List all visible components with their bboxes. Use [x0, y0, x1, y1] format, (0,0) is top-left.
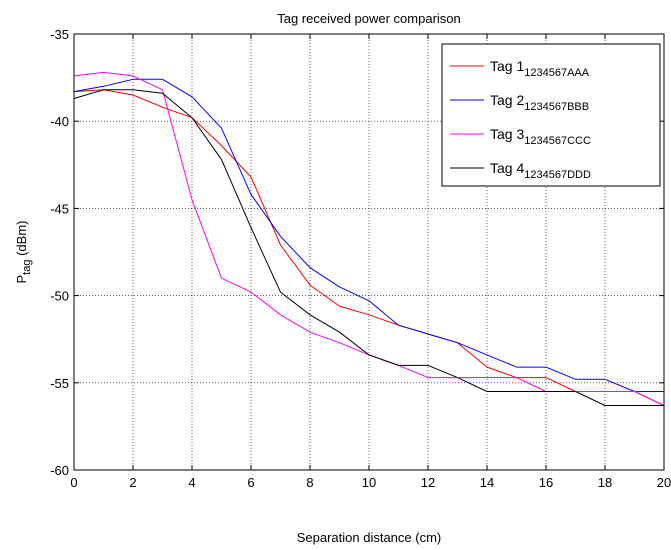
y-tick-label: -60 — [50, 463, 69, 478]
x-tick-labels: 0 2 4 6 8 10 12 14 16 18 20 — [70, 475, 671, 490]
y-tick-label: -35 — [50, 27, 69, 42]
chart-title: Tag received power comparison — [277, 11, 461, 26]
x-tick-label: 14 — [480, 475, 494, 490]
x-tick-label: 4 — [188, 475, 195, 490]
x-tick-label: 10 — [362, 475, 376, 490]
y-tick-label: -50 — [50, 289, 69, 304]
legend-series-subscript: 1234567BBB — [524, 101, 589, 113]
x-tick-label: 0 — [70, 475, 77, 490]
x-tick-label: 12 — [421, 475, 435, 490]
legend-label-4: Tag 41234567DDD — [490, 160, 591, 181]
legend-series-name: Tag 4 — [490, 160, 524, 176]
x-tick-label: 2 — [129, 475, 136, 490]
x-axis-label: Separation distance (cm) — [297, 530, 442, 545]
legend-series-name: Tag 3 — [490, 126, 524, 142]
legend-series-name: Tag 1 — [490, 58, 524, 74]
legend-label-1: Tag 11234567AAA — [490, 58, 590, 79]
x-tick-label: 6 — [247, 475, 254, 490]
legend-label-3: Tag 31234567CCC — [490, 126, 591, 147]
y-tick-label: -40 — [50, 114, 69, 129]
legend-box — [441, 43, 661, 187]
x-tick-label: 8 — [306, 475, 313, 490]
legend-label-2: Tag 21234567BBB — [490, 92, 589, 113]
x-tick-label: 18 — [598, 475, 612, 490]
legend-series-subscript: 1234567DDD — [524, 169, 591, 181]
y-axis-label-main: P — [14, 275, 29, 284]
y-tick-label: -45 — [50, 201, 69, 216]
x-tick-label: 16 — [539, 475, 553, 490]
series-line-1 — [73, 89, 665, 406]
y-axis-label-sub: tag — [21, 260, 33, 275]
legend-series-name: Tag 2 — [490, 92, 524, 108]
y-tick-label: -55 — [50, 376, 69, 391]
y-tick-labels: -60 -55 -50 -45 -40 -35 — [50, 27, 69, 478]
legend-series-subscript: 1234567CCC — [524, 135, 591, 147]
series-lines — [73, 71, 665, 406]
x-tick-label: 20 — [657, 475, 671, 490]
y-axis-label: Ptag (dBm) — [14, 221, 33, 284]
y-axis-label-unit: (dBm) — [14, 221, 29, 260]
legend-series-subscript: 1234567AAA — [524, 67, 589, 79]
series-line-2 — [73, 78, 664, 392]
series-line-4 — [73, 89, 664, 406]
